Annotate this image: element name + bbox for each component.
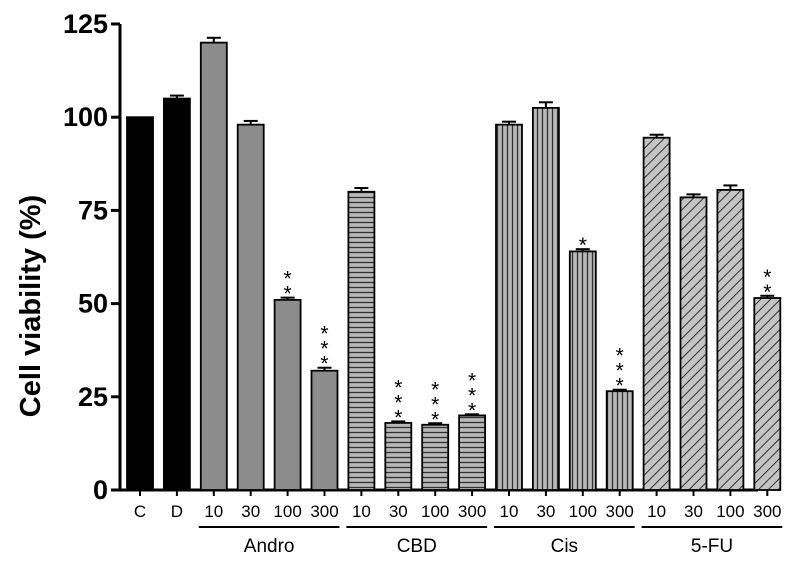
significance-star: * (763, 281, 771, 304)
y-axis-ticks: 0 25 50 75 100 125 (63, 9, 120, 505)
bar (347, 190, 376, 491)
significance-star: * (320, 323, 328, 346)
bar (199, 41, 228, 491)
bar (458, 414, 487, 491)
bar (679, 196, 708, 491)
group-labels: Andro CBD Cis 5-FU (198, 526, 783, 557)
x-tick-label: 10 (647, 502, 666, 521)
bar (532, 106, 560, 491)
x-tick-label: 300 (753, 502, 781, 521)
significance-star: * (431, 408, 439, 431)
significance-star: * (284, 283, 292, 306)
y-tick-label: 0 (93, 475, 108, 505)
y-tick-label: 125 (63, 9, 108, 39)
bars: ******************** (126, 36, 782, 491)
y-tick-label: 100 (63, 102, 108, 132)
bar (273, 298, 302, 491)
x-axis-labels: C D 10 30 100 300 10 30 100 300 10 30 100 300 10 30 100 3… (134, 490, 781, 521)
significance-star: * (394, 376, 402, 399)
significance-star: * (616, 375, 624, 398)
significance-star: * (431, 393, 439, 416)
x-tick-label: 100 (421, 502, 449, 521)
y-tick-label: 50 (78, 289, 108, 319)
y-tick-label: 25 (78, 382, 108, 412)
significance-star: * (616, 345, 624, 368)
x-tick-label: 100 (716, 502, 744, 521)
x-tick-label: 100 (569, 502, 597, 521)
x-tick-label: 30 (684, 502, 703, 521)
group-label: CBD (397, 536, 437, 557)
significance-star: * (320, 353, 328, 376)
x-tick-label: 30 (536, 502, 555, 521)
group-label: Andro (244, 536, 295, 557)
bar (310, 369, 339, 491)
significance-star: * (579, 234, 587, 257)
x-tick-label: 10 (204, 502, 223, 521)
significance-star: * (431, 378, 439, 401)
significance-star: * (616, 360, 624, 383)
significance-star: * (284, 268, 292, 291)
bar (162, 97, 191, 491)
x-tick-label: 30 (241, 502, 260, 521)
x-tick-label: 30 (389, 502, 408, 521)
significance-star: * (763, 266, 771, 289)
bar (236, 123, 265, 491)
x-tick-label: 100 (273, 502, 301, 521)
significance-star: * (394, 391, 402, 414)
bar (716, 188, 745, 491)
bar (421, 423, 450, 491)
y-axis-label: Cell viability (%) (15, 195, 47, 417)
x-tick-label: 300 (310, 502, 338, 521)
bar (384, 421, 413, 491)
group-label: Cis (551, 536, 578, 557)
x-tick-label: C (134, 502, 146, 521)
x-tick-label: 300 (606, 502, 634, 521)
bar (605, 390, 634, 491)
x-tick-label: 300 (458, 502, 486, 521)
bar (126, 116, 154, 491)
bar (495, 123, 523, 491)
x-tick-label: 10 (352, 502, 371, 521)
group-label: 5-FU (691, 536, 733, 557)
y-tick-label: 75 (78, 195, 108, 225)
x-tick-label: D (171, 502, 183, 521)
significance-star: * (468, 399, 476, 422)
significance-star: * (468, 384, 476, 407)
bar (753, 297, 782, 491)
significance-star: * (394, 406, 402, 429)
bar (642, 136, 671, 491)
bar (568, 250, 597, 491)
significance-star: * (320, 338, 328, 361)
x-tick-label: 10 (500, 502, 519, 521)
significance-star: * (468, 369, 476, 392)
